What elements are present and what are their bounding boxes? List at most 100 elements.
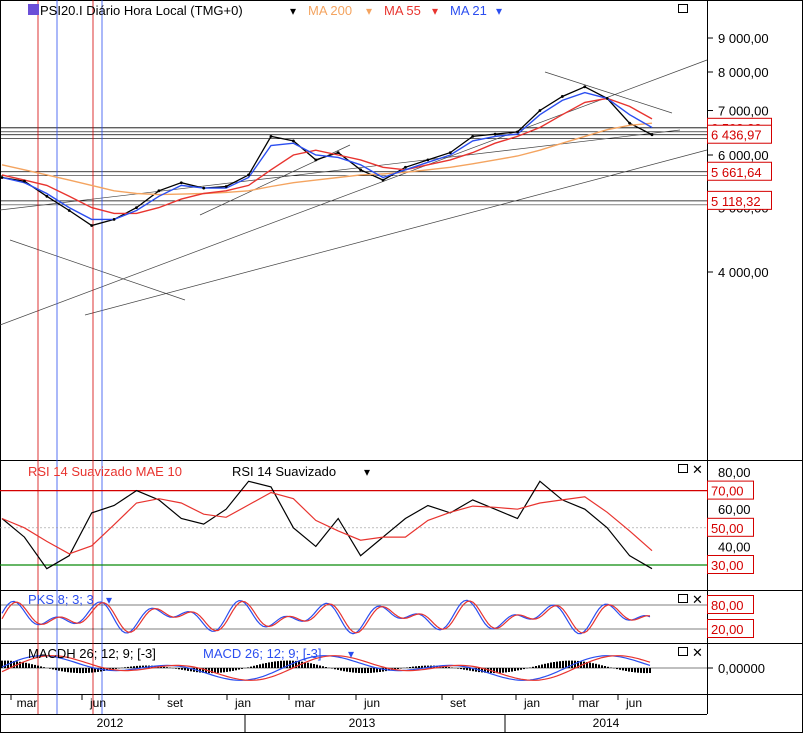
price-level-box bbox=[707, 124, 772, 144]
month-label: set bbox=[450, 696, 467, 710]
series-line-ma-21 bbox=[1, 91, 653, 221]
price-point bbox=[247, 173, 250, 177]
rsi-level-box bbox=[707, 480, 754, 500]
year-label: 2013 bbox=[349, 716, 376, 730]
price-point bbox=[359, 168, 363, 172]
price-point bbox=[314, 158, 318, 162]
rsi-tick-label: 80,00 bbox=[718, 465, 751, 480]
pks-dropdown-icon[interactable]: ▾ bbox=[106, 593, 112, 607]
rsi-mae-line bbox=[1, 491, 653, 555]
rsi-dropdown-icon[interactable]: ▾ bbox=[364, 465, 370, 479]
rsi-level-label: 30,00 bbox=[711, 558, 744, 573]
price-point bbox=[516, 130, 519, 134]
price-point bbox=[448, 151, 452, 155]
price-point bbox=[404, 165, 407, 169]
macdh-label[interactable]: MACDH 26; 12; 9; [-3] bbox=[28, 646, 156, 661]
price-point bbox=[493, 132, 497, 136]
price-level-label: 5 661,64 bbox=[711, 165, 762, 180]
ma200-label[interactable]: MA 200 bbox=[308, 3, 352, 18]
price-point bbox=[583, 85, 587, 89]
rsi-level-label: 70,00 bbox=[711, 484, 744, 499]
price-point bbox=[269, 134, 273, 138]
price-point bbox=[471, 134, 475, 138]
month-label: jun bbox=[625, 696, 642, 710]
rsi-panel[interactable] bbox=[0, 480, 707, 570]
price-point bbox=[157, 189, 161, 193]
trend-line-5 bbox=[544, 71, 673, 114]
year-label: 2012 bbox=[97, 716, 124, 730]
price-point bbox=[45, 194, 49, 198]
price-point bbox=[179, 181, 183, 185]
price-point bbox=[538, 109, 542, 112]
pks-level-box bbox=[707, 619, 754, 638]
price-point bbox=[224, 185, 228, 188]
month-label: jan bbox=[234, 696, 251, 710]
rsi-level-label: 50,00 bbox=[711, 521, 744, 536]
price-point bbox=[381, 178, 385, 182]
ma21-label[interactable]: MA 21 bbox=[450, 3, 487, 18]
rsi-close-icon[interactable]: ✕ bbox=[692, 462, 703, 477]
price-point bbox=[202, 186, 206, 190]
price-point bbox=[67, 209, 71, 212]
pks-level-label: 20,00 bbox=[711, 622, 744, 637]
rsi-label[interactable]: RSI 14 Suavizado bbox=[232, 464, 336, 479]
series-line-ma-200 bbox=[1, 122, 653, 196]
instrument-icon[interactable] bbox=[28, 4, 39, 15]
price-point bbox=[0, 176, 4, 179]
rsi-mae-label[interactable]: RSI 14 Suavizado MAE 10 bbox=[28, 464, 182, 479]
month-label: mar bbox=[17, 696, 38, 710]
macd-signal-line bbox=[1, 655, 651, 681]
price-tick-label: 6 000,00 bbox=[718, 148, 769, 163]
axes: 9 000,008 000,007 000,006 000,005 000,00… bbox=[10, 31, 772, 733]
price-tick-label: 9 000,00 bbox=[718, 31, 769, 46]
price-point bbox=[605, 97, 609, 100]
trend-line-0 bbox=[0, 59, 708, 326]
pks-maximize-icon[interactable] bbox=[678, 594, 688, 603]
price-point bbox=[650, 133, 654, 137]
trend-line-3 bbox=[9, 239, 186, 301]
price-panel[interactable] bbox=[0, 0, 708, 714]
trend-line-1 bbox=[0, 129, 681, 211]
price-level-box bbox=[707, 190, 772, 210]
price-point bbox=[90, 224, 94, 227]
price-tick-label: 4 000,00 bbox=[718, 265, 769, 280]
price-point bbox=[23, 179, 26, 183]
pks-d-line bbox=[1, 600, 651, 634]
month-label: jun bbox=[89, 696, 106, 710]
rsi-maximize-icon[interactable] bbox=[678, 464, 688, 473]
month-label: jan bbox=[523, 696, 540, 710]
rsi-tick-label: 40,00 bbox=[718, 539, 751, 554]
price-point bbox=[336, 151, 340, 155]
price-point bbox=[135, 206, 138, 210]
pks-k-line bbox=[1, 599, 651, 635]
month-label: mar bbox=[579, 696, 600, 710]
ma55-label[interactable]: MA 55 bbox=[384, 3, 421, 18]
macd-dropdown-icon[interactable]: ▾ bbox=[348, 647, 354, 661]
macd-panel[interactable] bbox=[0, 655, 707, 681]
price-point bbox=[112, 217, 116, 221]
ma21-dropdown-icon[interactable]: ▾ bbox=[496, 4, 502, 18]
month-label: set bbox=[167, 696, 184, 710]
price-level-box bbox=[707, 161, 772, 181]
series-line-ma-55 bbox=[1, 97, 653, 215]
ma200-dropdown-icon[interactable]: ▾ bbox=[366, 4, 372, 18]
maximize-icon[interactable] bbox=[678, 4, 688, 13]
pks-label[interactable]: PKS 8; 3; 3 bbox=[28, 592, 94, 607]
pks-panel[interactable] bbox=[0, 599, 707, 635]
price-tick-label: 8 000,00 bbox=[718, 65, 769, 80]
price-point bbox=[628, 121, 631, 125]
trend-line-2 bbox=[84, 149, 708, 316]
price-point bbox=[426, 158, 430, 162]
price-point bbox=[560, 95, 564, 98]
macd-maximize-icon[interactable] bbox=[678, 647, 688, 656]
price-level-label: 5 118,32 bbox=[711, 194, 761, 209]
title-dropdown-icon[interactable]: ▾ bbox=[290, 4, 296, 18]
ma55-dropdown-icon[interactable]: ▾ bbox=[432, 4, 438, 18]
pks-close-icon[interactable]: ✕ bbox=[692, 592, 703, 607]
rsi-level-box bbox=[707, 555, 754, 574]
price-point bbox=[291, 139, 295, 143]
macd-label[interactable]: MACD 26; 12; 9; [-3] bbox=[203, 646, 322, 661]
macd-close-icon[interactable]: ✕ bbox=[692, 645, 703, 660]
